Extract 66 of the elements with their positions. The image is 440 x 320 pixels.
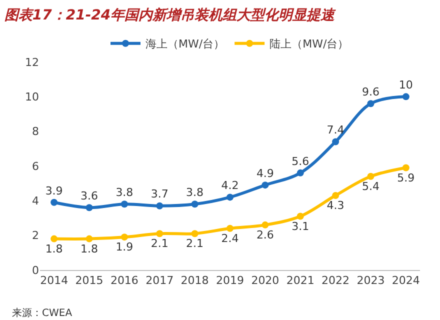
point [402,164,410,172]
x-tick-label: 2018 [180,274,209,288]
point [262,221,269,228]
point [120,200,128,208]
x-tick-label: 2020 [251,274,280,288]
point [367,172,374,180]
y-tick-label: 10 [25,90,39,104]
chart-title: 图表17：21-24年国内新增吊装机组大型化明显提速 [4,6,337,24]
point [402,93,410,100]
data-label: 5.6 [292,154,310,168]
data-label: 2.6 [256,228,274,242]
data-label: 3.8 [116,186,134,200]
data-label: 4.3 [326,199,344,212]
point [86,204,93,212]
point [226,194,234,201]
x-tick-label: 2015 [75,274,104,288]
point [367,100,374,108]
y-tick-label: 0 [32,264,39,277]
point [156,230,164,238]
data-label: 2.1 [150,237,168,250]
y-tick-label: 2 [32,229,39,242]
data-label: 3.9 [45,184,63,198]
x-tick-label: 2022 [322,274,350,288]
point [50,235,58,242]
source-note: 来源：CWEA [12,307,72,319]
y-tick-label: 4 [32,194,39,208]
data-label: 9.6 [362,85,380,98]
data-label: 4.2 [221,179,239,192]
data-label: 1.9 [116,240,134,254]
legend-label: 海上（MW/台） [146,38,225,51]
point [156,202,164,210]
x-tick-label: 2024 [392,274,420,288]
x-tick-label: 2019 [216,274,244,288]
x-tick-label: 2021 [286,274,314,288]
point [86,235,93,242]
y-tick-label: 6 [32,160,39,173]
point [50,198,58,206]
point [120,234,128,241]
point [226,224,234,232]
x-tick-label: 2014 [40,274,68,288]
data-label: 5.4 [362,180,380,194]
x-tick-label: 2017 [146,274,174,288]
point [191,230,198,238]
data-label: 1.8 [45,242,63,256]
x-tick-label: 2016 [110,274,138,288]
data-label: 3.1 [292,220,310,233]
data-label: 3.7 [150,188,168,201]
point [191,200,198,208]
data-label: 2.4 [221,232,239,246]
data-label: 3.6 [80,189,98,202]
point [296,169,304,176]
data-label: 3.8 [186,186,204,200]
y-tick-label: 8 [32,125,39,138]
data-label: 2.1 [186,237,204,250]
legend-label: 陆上（MW/台） [270,38,349,51]
point [332,138,340,146]
point [296,212,304,220]
data-label: 4.9 [256,166,274,180]
x-tick-label: 2023 [356,274,385,288]
y-tick-label: 12 [25,56,39,69]
point [332,192,340,199]
data-label: 10 [398,78,413,92]
data-label: 5.9 [397,171,415,184]
data-label: 1.8 [80,242,98,256]
point [262,182,269,189]
data-label: 7.4 [326,124,344,137]
